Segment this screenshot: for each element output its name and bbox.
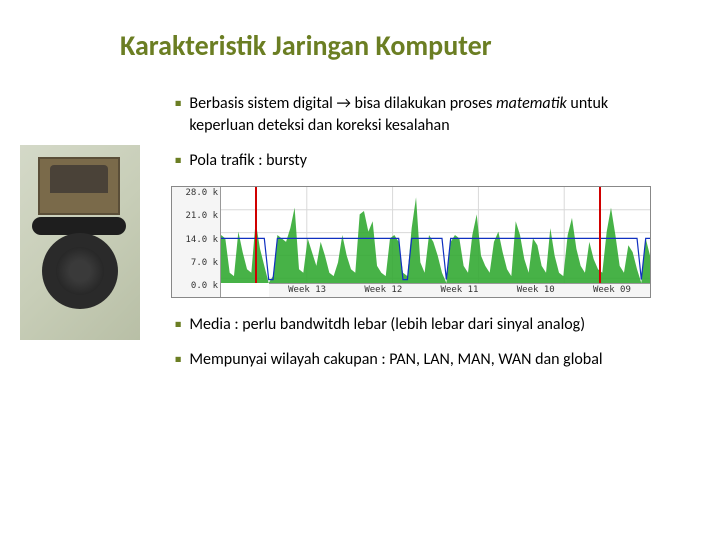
traffic-chart: Bytes per Second 28.0 k 21.0 k 14.0 k 7.… — [171, 186, 651, 298]
bullet-1-text: Berbasis sistem digital → bisa dilakukan… — [189, 93, 660, 136]
telephone-photo — [20, 145, 140, 340]
bullet-4-text: Mempunyai wilayah cakupan : PAN, LAN, MA… — [189, 349, 602, 371]
chart-plot-area: Week 13 Week 12 Week 11 Week 10 Week 09 — [220, 187, 650, 297]
bullet-marker: ▪ — [175, 314, 181, 336]
phone-box-icon — [38, 157, 120, 215]
photo-background — [20, 145, 140, 340]
xtick: Week 10 — [498, 284, 574, 297]
phone-dial-icon — [42, 233, 118, 309]
xtick: Week 12 — [345, 284, 421, 297]
arrow-icon: → — [336, 94, 350, 113]
ytick: 14.0 k — [185, 235, 218, 245]
bullet-2: ▪ Pola trafik : bursty — [175, 150, 660, 172]
xtick: Week 09 — [574, 284, 650, 297]
xtick: Week 13 — [269, 284, 345, 297]
ytick: 7.0 k — [191, 258, 218, 268]
bullet-3-text: Media : perlu bandwitdh lebar (lebih leb… — [189, 314, 585, 336]
bullet-3: ▪ Media : perlu bandwitdh lebar (lebih l… — [175, 314, 660, 336]
ytick: 21.0 k — [185, 211, 218, 221]
text-fragment: bisa dilakukan proses — [351, 94, 496, 113]
ytick: 28.0 k — [185, 188, 218, 198]
marker-line-2 — [599, 187, 601, 283]
bullet-marker: ▪ — [175, 150, 181, 172]
bullet-4: ▪ Mempunyai wilayah cakupan : PAN, LAN, … — [175, 349, 660, 371]
chart-svg — [221, 187, 650, 283]
slide: Karakteristik Jaringan Komputer ▪ Berbas… — [0, 0, 720, 540]
plot-canvas — [221, 187, 650, 283]
text-italic: matematik — [496, 94, 567, 113]
bullet-1: ▪ Berbasis sistem digital → bisa dilakuk… — [175, 93, 660, 136]
text-fragment: Berbasis sistem digital — [189, 94, 336, 113]
slide-title: Karakteristik Jaringan Komputer — [120, 28, 680, 63]
chart-x-axis: Week 13 Week 12 Week 11 Week 10 Week 09 — [269, 283, 650, 297]
marker-line-1 — [255, 187, 257, 283]
bullet-2-text: Pola trafik : bursty — [189, 150, 307, 172]
bullet-marker: ▪ — [175, 349, 181, 371]
bullet-marker: ▪ — [175, 93, 181, 115]
xtick: Week 11 — [421, 284, 497, 297]
content-area: ▪ Berbasis sistem digital → bisa dilakuk… — [175, 93, 660, 371]
ytick: 0.0 k — [191, 281, 218, 291]
chart-y-axis: 28.0 k 21.0 k 14.0 k 7.0 k 0.0 k — [172, 187, 220, 297]
